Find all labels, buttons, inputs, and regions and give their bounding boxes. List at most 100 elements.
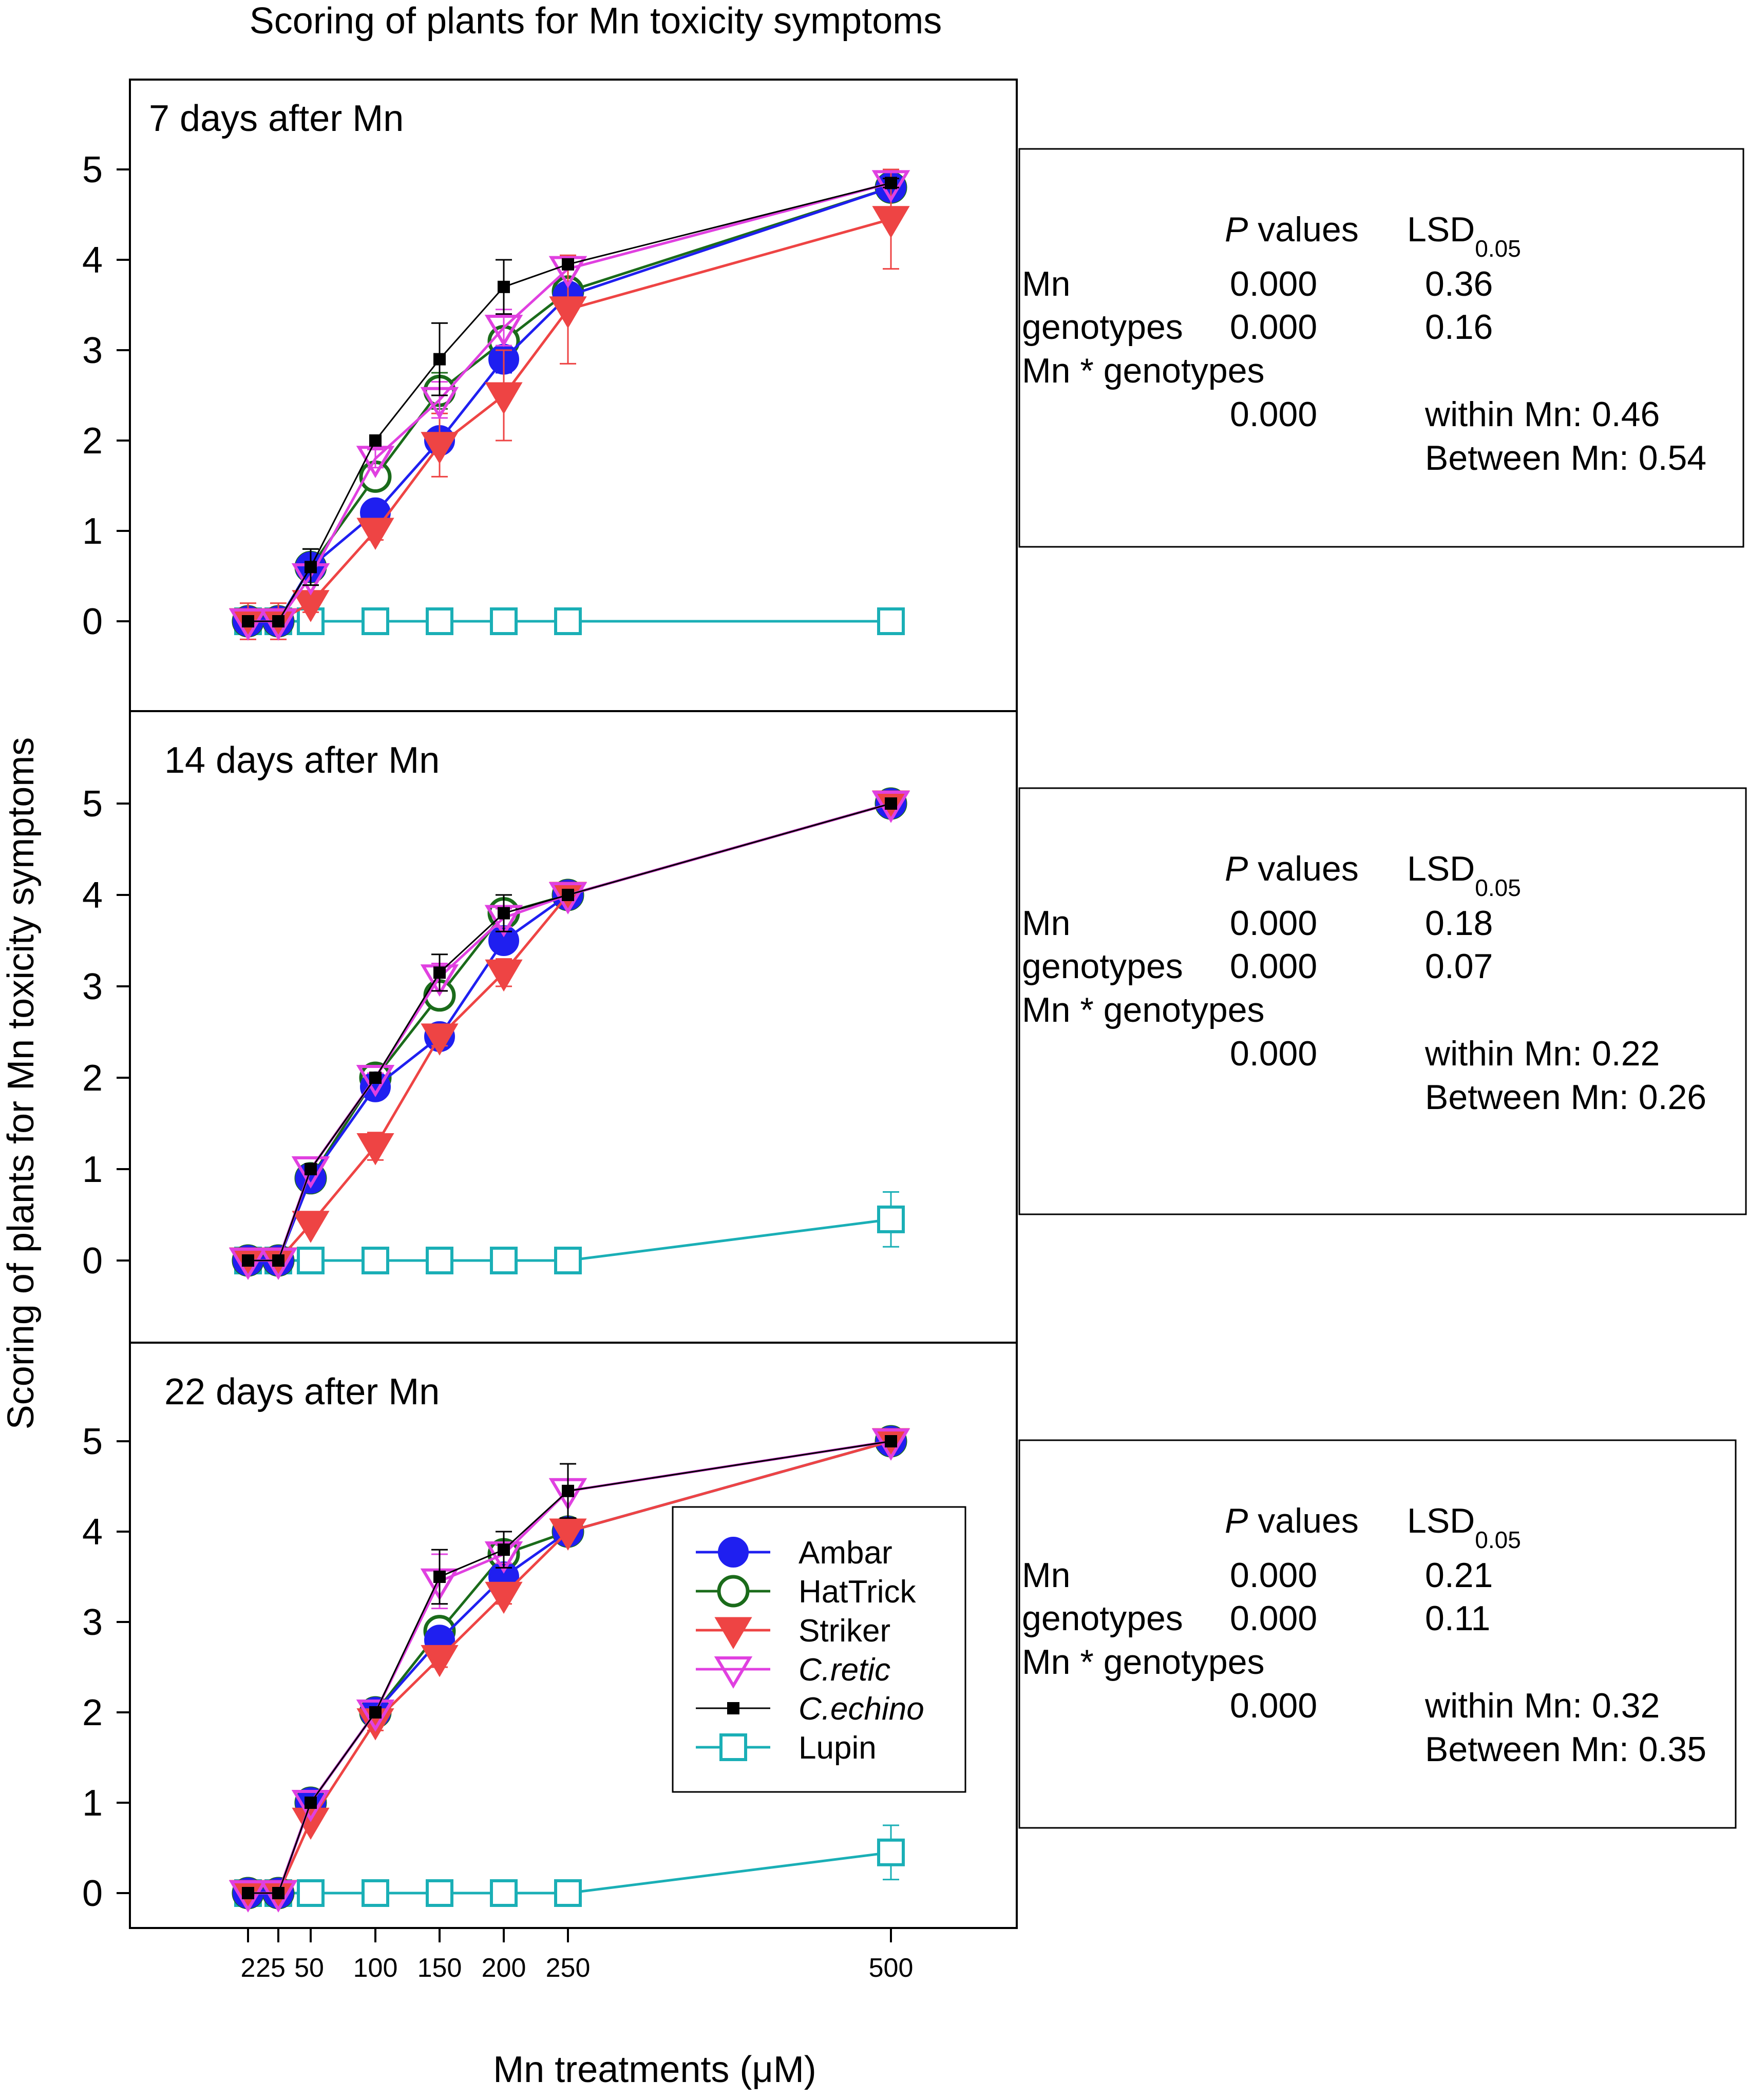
data-point-striker <box>356 1133 394 1166</box>
panel-label: 14 days after Mn <box>164 740 440 781</box>
series-line-cretic <box>248 181 891 623</box>
data-point-striker <box>421 432 459 464</box>
series-lupin <box>234 1824 905 1907</box>
data-point-striker <box>549 1518 587 1551</box>
data-point-cechino <box>369 434 382 447</box>
stats-row-lsd: 0.36 <box>1425 264 1493 303</box>
panel-frame <box>129 1342 1018 1929</box>
data-point-cretic <box>484 315 523 347</box>
data-point-cretic <box>259 1248 298 1280</box>
series-cretic <box>229 170 910 641</box>
stats-header-lsd: LSD0.05 <box>1407 1501 1521 1553</box>
y-tick-label: 5 <box>82 1421 103 1462</box>
stats-row-p: 0.000 <box>1230 904 1317 943</box>
data-point-cretic <box>291 1156 330 1189</box>
data-point-striker <box>485 382 523 414</box>
stats-row-label: Mn <box>1022 904 1070 943</box>
data-point-cechino <box>272 1254 284 1267</box>
series-striker <box>229 168 910 640</box>
y-tick-label: 3 <box>82 1602 103 1643</box>
data-point-cechino <box>305 1163 317 1175</box>
stats-between: Between Mn: 0.54 <box>1425 438 1706 478</box>
series-cechino <box>242 177 899 627</box>
x-tick-label: 150 <box>417 1953 462 1983</box>
series-line-cechino <box>248 803 891 1262</box>
data-point-lupin <box>297 1247 325 1274</box>
series-line-hattrick <box>248 186 891 623</box>
data-point-cechino <box>562 1484 574 1497</box>
legend-label: Ambar <box>799 1535 892 1571</box>
stats-between: Between Mn: 0.35 <box>1425 1730 1706 1769</box>
data-point-cretic <box>259 608 298 641</box>
series-line-ambar <box>248 186 891 623</box>
legend-label: HatTrick <box>799 1574 916 1610</box>
y-tick-label: 2 <box>82 1692 103 1733</box>
stats-row-label: Mn <box>1022 264 1070 303</box>
stats-interaction-p: 0.000 <box>1230 395 1317 434</box>
data-point-lupin <box>554 1247 582 1274</box>
x-tick-label: 200 <box>482 1953 526 1983</box>
series-line-hattrick <box>248 802 891 1262</box>
series-line-striker <box>248 802 891 1262</box>
stats-row-label: Mn <box>1022 1556 1070 1595</box>
stats-row-lsd: 0.07 <box>1425 947 1493 986</box>
legend-label: C.echino <box>799 1691 924 1727</box>
stats-interaction-label: Mn * genotypes <box>1022 990 1265 1029</box>
stats-row-p: 0.000 <box>1230 1599 1317 1638</box>
x-tick-label: 250 <box>546 1953 591 1983</box>
data-point-cechino <box>369 1072 382 1084</box>
legend-label: Lupin <box>799 1730 877 1766</box>
x-tick-label: 500 <box>869 1953 914 1983</box>
y-tick-label: 1 <box>82 1783 103 1824</box>
data-point-cechino <box>433 353 446 366</box>
panel-label: 22 days after Mn <box>164 1371 440 1412</box>
data-point-lupin <box>554 1879 582 1907</box>
data-point-cechino <box>305 1797 317 1809</box>
stats-row-p: 0.000 <box>1230 264 1317 303</box>
data-point-cretic <box>871 1428 910 1461</box>
stats-header-lsd: LSD0.05 <box>1407 210 1521 262</box>
y-tick-label: 3 <box>82 966 103 1007</box>
data-point-cechino <box>272 1887 284 1899</box>
data-point-striker <box>421 1645 459 1677</box>
x-axis: 2 25 50 100 150 200 250 500 <box>241 1928 914 1983</box>
series-cechino <box>242 797 897 1267</box>
data-point-lupin <box>426 607 453 635</box>
legend-marker-lupin <box>719 1733 747 1761</box>
data-point-cretic <box>229 608 268 641</box>
x-tick-label: 100 <box>353 1953 398 1983</box>
data-point-cretic <box>291 1790 330 1822</box>
data-point-cechino <box>433 966 446 979</box>
legend-marker-cechino <box>727 1702 739 1714</box>
data-point-striker <box>421 1023 459 1056</box>
data-point-lupin <box>426 1247 453 1274</box>
data-point-lupin <box>877 607 905 635</box>
stats-row-lsd: 0.18 <box>1425 904 1493 943</box>
series-cretic <box>229 791 910 1280</box>
legend-entry-cretic: C.retic <box>696 1652 890 1689</box>
legend-entry-hattrick: HatTrick <box>696 1574 916 1610</box>
legend-entry-cechino: C.echino <box>696 1691 924 1727</box>
series-line-cechino <box>248 1440 891 1894</box>
series-lupin <box>234 1191 905 1274</box>
legend-marker-cretic <box>714 1656 753 1689</box>
data-point-lupin <box>490 607 518 635</box>
panels-layer: 0 1 2 3 4 5 7 days after Mn P values LSD0.05 Mn 0.… <box>82 79 1747 1983</box>
y-tick-label: 0 <box>82 1240 103 1282</box>
stats-row-p: 0.000 <box>1230 947 1317 986</box>
stats-box-1: P values LSD0.05 Mn 0.000 0.36 genotypes 0.000… <box>1018 148 1744 548</box>
y-tick-label: 1 <box>82 511 103 552</box>
series-line-cretic <box>248 802 891 1262</box>
y-tick-label: 4 <box>82 240 103 281</box>
series-hattrick <box>232 787 907 1277</box>
data-point-striker <box>549 296 587 329</box>
stats-interaction-p: 0.000 <box>1230 1686 1317 1725</box>
y-tick-label: 0 <box>82 1873 103 1914</box>
stats-row-label: genotypes <box>1022 947 1183 986</box>
x-tick-label: 50 <box>294 1953 324 1983</box>
y-axis-label: Scoring of plants for Mn toxicity sympto… <box>1 737 42 1429</box>
stats-box-2: P values LSD0.05 Mn 0.000 0.18 genotypes 0.000… <box>1018 787 1747 1215</box>
y-tick-label: 4 <box>82 875 103 916</box>
data-point-lupin <box>297 1879 325 1907</box>
